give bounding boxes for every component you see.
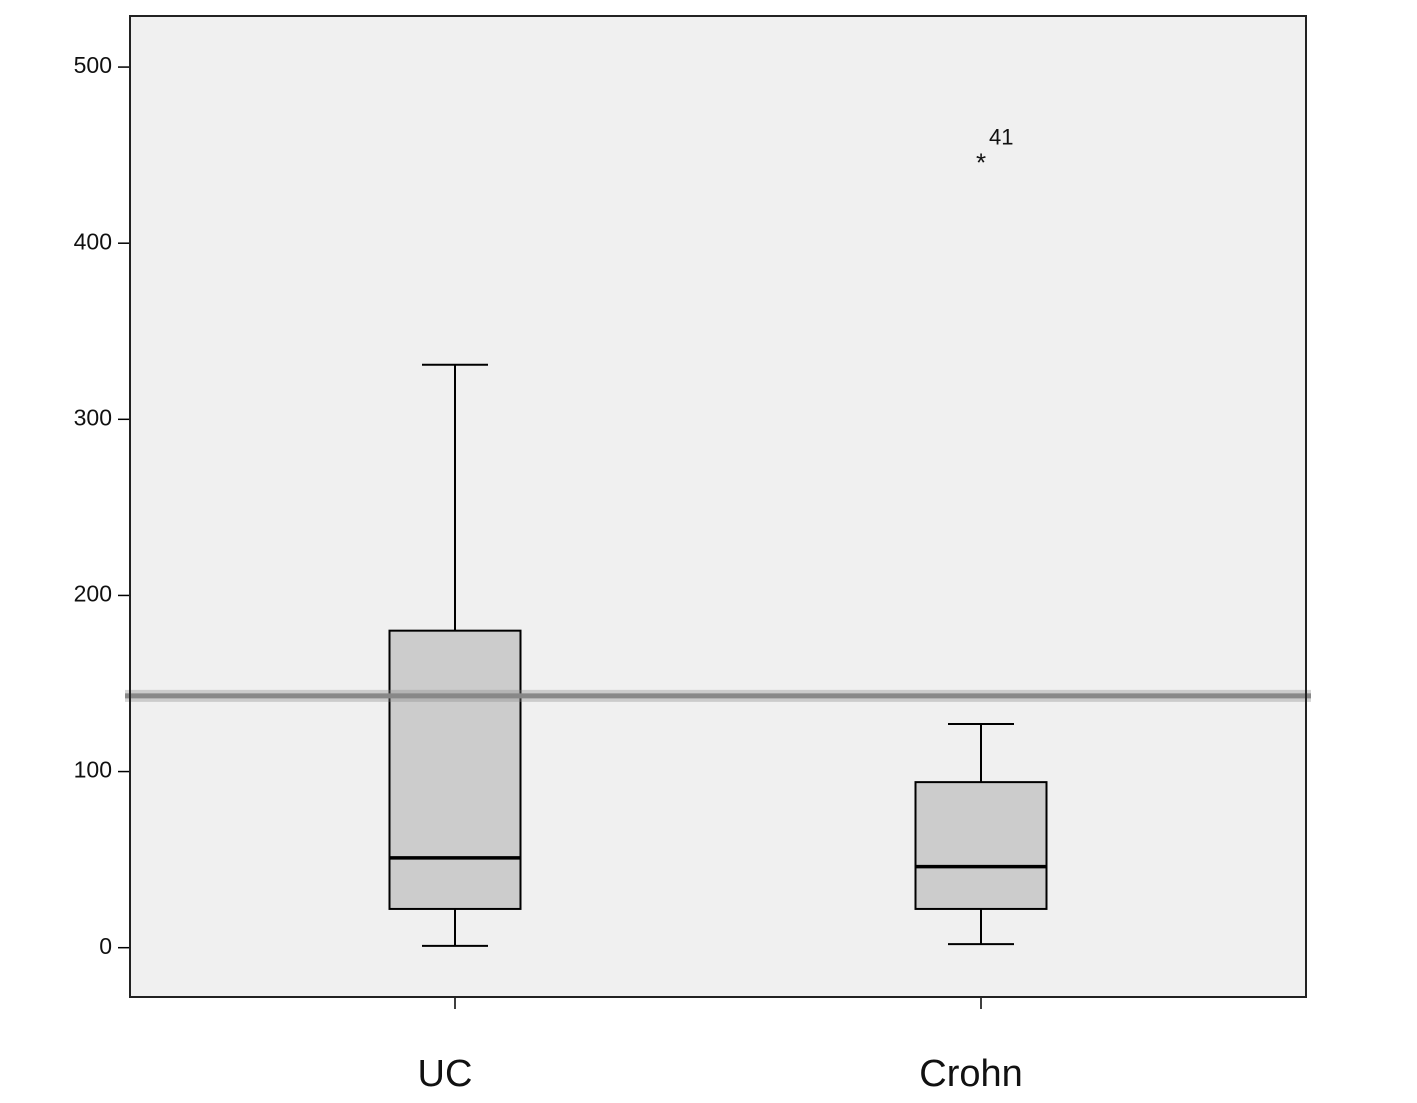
y-tick-label: 400: [74, 228, 112, 254]
outlier-label: 41: [989, 124, 1013, 149]
plot-area: [130, 16, 1306, 997]
y-tick-label: 100: [74, 757, 112, 783]
y-tick-label: 0: [99, 933, 112, 959]
y-tick-label: 200: [74, 581, 112, 607]
x-tick-label: UC: [418, 1053, 473, 1095]
y-tick-label: 500: [74, 52, 112, 78]
outlier: *: [976, 148, 986, 178]
box: [914, 781, 1048, 910]
box: [388, 629, 522, 910]
x-tick-label: Crohn: [919, 1053, 1023, 1095]
plot-frame: [129, 15, 1307, 998]
y-tick-label: 300: [74, 404, 112, 430]
